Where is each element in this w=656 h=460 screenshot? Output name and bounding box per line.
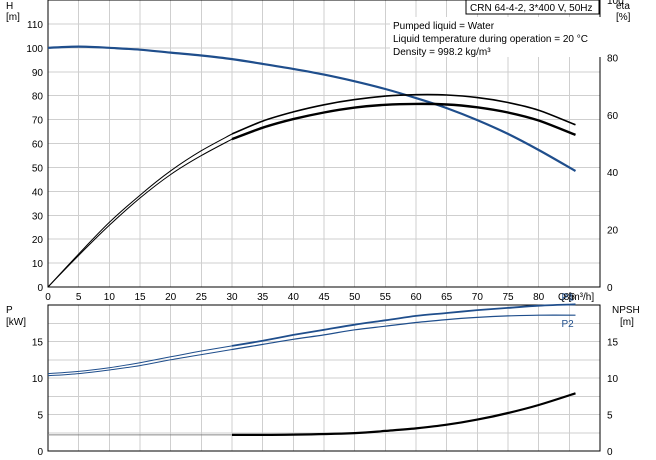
y2-axis-unit-m: [m] — [620, 317, 634, 328]
top-series — [47, 45, 577, 288]
y2-tick-label: 100 — [607, 0, 624, 7]
y-tick-label: 0 — [37, 283, 43, 294]
x-tick-label: 80 — [533, 292, 545, 303]
y-tick-label: 15 — [32, 338, 44, 349]
efficiency-curve-upper — [231, 93, 576, 135]
power-npsh-panel: 0 5 10 15 0 5 10 15 P1 P2 P [kW] NPSH [m] — [6, 292, 640, 458]
notes-box — [390, 17, 602, 57]
bottom-y-tick-labels: 0 5 10 15 — [32, 338, 44, 459]
top-x-tick-labels: 0 5 10 15 20 25 30 35 40 45 50 55 60 65 70 75 80 85 — [45, 292, 575, 303]
y-tick-label: 0 — [37, 447, 43, 458]
title-box — [465, 0, 600, 15]
y2-tick-label: 20 — [607, 226, 619, 237]
y2-tick-label: 0 — [607, 447, 613, 458]
y2-tick-label: 5 — [607, 411, 613, 422]
x-tick-label: 65 — [441, 292, 453, 303]
y-tick-label: 40 — [32, 187, 44, 198]
efficiency-curve-lower — [231, 102, 576, 141]
y-tick-label: 20 — [32, 235, 44, 246]
y-axis-unit-kw: [kW] — [6, 317, 26, 328]
efficiency-curve-lower-thin — [47, 138, 233, 288]
y-tick-label: 30 — [32, 211, 44, 222]
y2-tick-label: 40 — [607, 168, 619, 179]
x-tick-label: 85 — [564, 292, 576, 303]
x-tick-label: 40 — [288, 292, 300, 303]
x-tick-label: 50 — [349, 292, 361, 303]
x-tick-label: 30 — [226, 292, 238, 303]
y-axis-label-h: H — [6, 1, 13, 12]
x-tick-label: 5 — [76, 292, 82, 303]
y-tick-label: 50 — [32, 163, 44, 174]
bottom-y2-tick-labels: 0 5 10 15 — [607, 338, 619, 459]
head-curve — [47, 45, 577, 172]
x-tick-label: 10 — [104, 292, 116, 303]
x-tick-label: 45 — [318, 292, 330, 303]
p2-label: P2 — [561, 319, 574, 330]
y-tick-label: 80 — [32, 92, 44, 103]
y2-tick-label: 15 — [607, 338, 619, 349]
bottom-grid — [47, 305, 600, 452]
x-tick-label: 0 — [45, 292, 51, 303]
y2-tick-label: 0 — [607, 283, 613, 294]
pump-title: CRN 64-4-2, 3*400 V, 50Hz — [470, 3, 592, 14]
x-tick-label: 75 — [502, 292, 514, 303]
y2-axis-label-eta: eta — [616, 1, 630, 12]
y2-axis-unit-percent: [%] — [616, 12, 631, 23]
npsh-curve — [231, 392, 576, 436]
bottom-series: P1 P2 — [47, 292, 576, 436]
y2-axis-label-npsh: NPSH — [612, 305, 640, 316]
x-tick-label: 20 — [165, 292, 177, 303]
y2-tick-label: 80 — [607, 53, 619, 64]
y-tick-label: 5 — [37, 411, 43, 422]
x-tick-label: 35 — [257, 292, 269, 303]
y-tick-label: 70 — [32, 116, 44, 127]
x-axis-label-q: Q [m³/h] — [558, 292, 594, 303]
y-tick-label: 10 — [32, 259, 44, 270]
efficiency-curve-upper-thin — [47, 133, 233, 288]
y-axis-label-p: P — [6, 305, 13, 316]
top-y-tick-labels: 0 10 20 30 40 50 60 70 80 90 100 110 — [26, 20, 43, 294]
x-tick-label: 55 — [380, 292, 392, 303]
y-tick-label: 60 — [32, 140, 44, 151]
note-pumped-liquid: Pumped liquid = Water — [393, 21, 495, 32]
p2-curve-thin — [47, 349, 233, 377]
p2-curve — [231, 314, 576, 351]
y2-tick-label: 60 — [607, 111, 619, 122]
head-efficiency-panel: 0 5 10 15 20 25 30 35 40 45 50 55 60 65 70 75 80 85 0 10 20… — [6, 0, 631, 303]
y2-tick-label: 10 — [607, 374, 619, 385]
top-panel-frame — [47, 0, 601, 288]
y-tick-label: 10 — [32, 374, 44, 385]
p1-label: P1 — [561, 292, 574, 303]
p1-curve-thin — [47, 345, 233, 375]
y-axis-unit-m: [m] — [6, 12, 20, 23]
y-tick-label: 90 — [32, 68, 44, 79]
y-tick-label: 100 — [26, 44, 43, 55]
x-tick-label: 15 — [134, 292, 146, 303]
x-tick-label: 70 — [472, 292, 484, 303]
x-tick-label: 60 — [410, 292, 422, 303]
p1-curve — [231, 303, 576, 347]
top-y2-tick-labels: 0 20 40 60 80 100 — [607, 0, 624, 294]
bottom-panel-frame — [47, 304, 601, 452]
x-tick-label: 25 — [196, 292, 208, 303]
y-tick-label: 110 — [27, 20, 43, 31]
note-liquid-temperature: Liquid temperature during operation = 20… — [393, 34, 588, 45]
note-density: Density = 998.2 kg/m³ — [393, 47, 491, 58]
